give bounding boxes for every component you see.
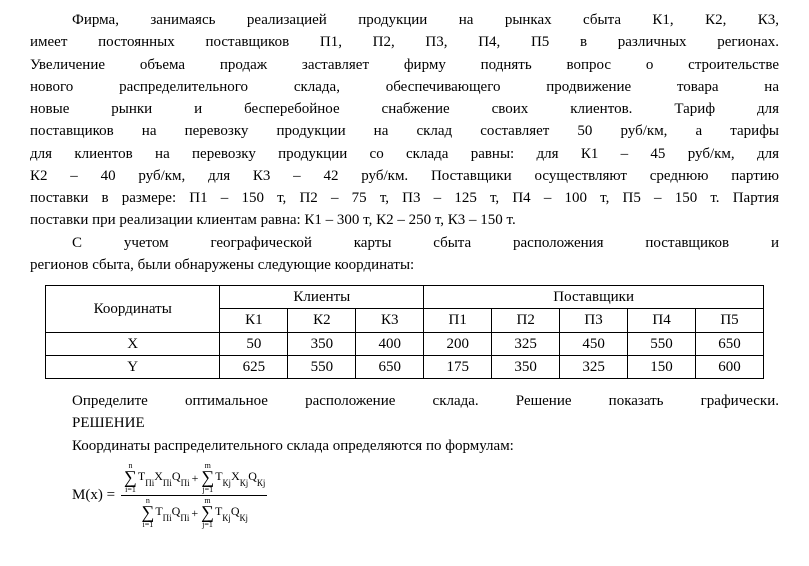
formula-label: M(x) = (72, 485, 115, 505)
row-y-label: Y (45, 355, 219, 378)
sigma-2: m ∑ j=1 (201, 462, 214, 494)
col-k1: К1 (220, 309, 288, 332)
col-p5: П5 (696, 309, 764, 332)
x-k3: 400 (356, 332, 424, 355)
para1-line6: поставщиков на перевозку продукции на ск… (30, 121, 779, 141)
y-p2: 350 (492, 355, 560, 378)
y-k2: 550 (288, 355, 356, 378)
x-p3: 450 (560, 332, 628, 355)
row-x-label: X (45, 332, 219, 355)
y-p4: 150 (628, 355, 696, 378)
solution-heading: РЕШЕНИЕ (30, 413, 779, 433)
y-p3: 325 (560, 355, 628, 378)
col-p1: П1 (424, 309, 492, 332)
para1-line1: Фирма, занимаясь реализацией продукции н… (30, 10, 779, 30)
x-k2: 350 (288, 332, 356, 355)
formula-numerator: n ∑ i=1 TПiXПiQПi + m ∑ j=1 TКjXКjQКj (121, 462, 267, 494)
y-k1: 625 (220, 355, 288, 378)
y-p5: 600 (696, 355, 764, 378)
x-p5: 650 (696, 332, 764, 355)
para1-line7: для клиентов на перевозку продукции со с… (30, 144, 779, 164)
col-p2: П2 (492, 309, 560, 332)
x-p2: 325 (492, 332, 560, 355)
para1-line8: К2 – 40 руб/км, для К3 – 42 руб/км. Пост… (30, 166, 779, 186)
para4: Координаты распределительного склада опр… (30, 436, 779, 456)
sigma-1: n ∑ i=1 (124, 462, 137, 494)
para2-line1: С учетом географической карты сбыта расп… (30, 233, 779, 253)
para3: Определите оптимальное расположение скла… (30, 391, 779, 411)
formula-mx: M(x) = n ∑ i=1 TПiXПiQПi + m ∑ j=1 TКjXК… (72, 462, 779, 529)
header-coordinates: Координаты (45, 286, 219, 333)
para1-line3: Увеличение объема продаж заставляет фирм… (30, 55, 779, 75)
para1-line2: имеет постоянных поставщиков П1, П2, П3,… (30, 32, 779, 52)
x-p1: 200 (424, 332, 492, 355)
para1-line10: поставки при реализации клиентам равна: … (30, 210, 779, 230)
col-p4: П4 (628, 309, 696, 332)
y-p1: 175 (424, 355, 492, 378)
sigma-3: n ∑ i=1 (141, 497, 154, 529)
para1-line4: нового распределительного склада, обеспе… (30, 77, 779, 97)
coordinates-table: Координаты Клиенты Поставщики К1 К2 К3 П… (45, 285, 764, 379)
x-p4: 550 (628, 332, 696, 355)
formula-fraction: n ∑ i=1 TПiXПiQПi + m ∑ j=1 TКjXКjQКj n … (121, 462, 267, 529)
y-k3: 650 (356, 355, 424, 378)
col-k3: К3 (356, 309, 424, 332)
col-p3: П3 (560, 309, 628, 332)
para1-line5: новые рынки и бесперебойное снабжение св… (30, 99, 779, 119)
para2-line2: регионов сбыта, были обнаружены следующи… (30, 255, 779, 275)
header-suppliers: Поставщики (424, 286, 764, 309)
sigma-4: m ∑ j=1 (201, 497, 214, 529)
x-k1: 50 (220, 332, 288, 355)
fraction-line (121, 495, 267, 496)
formula-denominator: n ∑ i=1 TПiQПi + m ∑ j=1 TКjQКj (138, 497, 250, 529)
para1-line9: поставки в размере: П1 – 150 т, П2 – 75 … (30, 188, 779, 208)
header-clients: Клиенты (220, 286, 424, 309)
col-k2: К2 (288, 309, 356, 332)
